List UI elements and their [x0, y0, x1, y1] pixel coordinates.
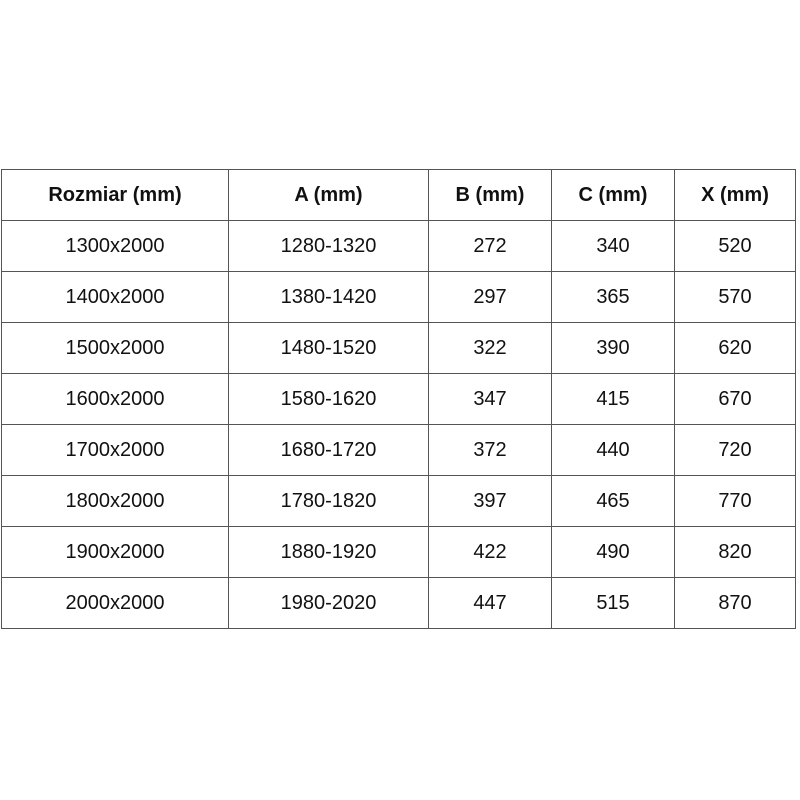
column-header: B (mm): [428, 169, 552, 221]
column-header: C (mm): [551, 169, 675, 221]
column-header: A (mm): [228, 169, 429, 221]
table-cell: 1280-1320: [228, 220, 429, 272]
dimensions-table: Rozmiar (mm) A (mm) B (mm) C (mm) X (mm) 130…: [1, 169, 796, 629]
header-row: Rozmiar (mm) A (mm) B (mm) C (mm) X (mm): [1, 169, 796, 221]
table-cell: 820: [674, 526, 796, 578]
table-cell: 770: [674, 475, 796, 527]
table-row: 1500x2000 1480-1520 322 390 620: [1, 322, 796, 374]
table-row: 1300x2000 1280-1320 272 340 520: [1, 220, 796, 272]
table-cell: 297: [428, 271, 552, 323]
table-cell: 670: [674, 373, 796, 425]
table-cell: 520: [674, 220, 796, 272]
table-cell: 870: [674, 577, 796, 629]
table-cell: 1880-1920: [228, 526, 429, 578]
table-cell: 1780-1820: [228, 475, 429, 527]
column-header: X (mm): [674, 169, 796, 221]
table-cell: 515: [551, 577, 675, 629]
table-cell: 1600x2000: [1, 373, 229, 425]
table-cell: 347: [428, 373, 552, 425]
table-cell: 1500x2000: [1, 322, 229, 374]
table-cell: 272: [428, 220, 552, 272]
table-cell: 1480-1520: [228, 322, 429, 374]
table-cell: 720: [674, 424, 796, 476]
table-cell: 372: [428, 424, 552, 476]
table-cell: 415: [551, 373, 675, 425]
table-cell: 1700x2000: [1, 424, 229, 476]
table-row: 2000x2000 1980-2020 447 515 870: [1, 577, 796, 629]
table-row: 1600x2000 1580-1620 347 415 670: [1, 373, 796, 425]
table-cell: 1680-1720: [228, 424, 429, 476]
table-cell: 397: [428, 475, 552, 527]
table-cell: 1300x2000: [1, 220, 229, 272]
table-cell: 1380-1420: [228, 271, 429, 323]
table-cell: 422: [428, 526, 552, 578]
table-cell: 365: [551, 271, 675, 323]
table-cell: 1400x2000: [1, 271, 229, 323]
table-row: 1700x2000 1680-1720 372 440 720: [1, 424, 796, 476]
table-row: 1400x2000 1380-1420 297 365 570: [1, 271, 796, 323]
table-row: 1900x2000 1880-1920 422 490 820: [1, 526, 796, 578]
column-header: Rozmiar (mm): [1, 169, 229, 221]
table-cell: 322: [428, 322, 552, 374]
table-cell: 447: [428, 577, 552, 629]
table-cell: 440: [551, 424, 675, 476]
table-cell: 1580-1620: [228, 373, 429, 425]
table-cell: 340: [551, 220, 675, 272]
table-cell: 1800x2000: [1, 475, 229, 527]
table-cell: 490: [551, 526, 675, 578]
table-cell: 1900x2000: [1, 526, 229, 578]
table-cell: 390: [551, 322, 675, 374]
table-cell: 570: [674, 271, 796, 323]
table-cell: 1980-2020: [228, 577, 429, 629]
table-cell: 2000x2000: [1, 577, 229, 629]
table-cell: 465: [551, 475, 675, 527]
table-cell: 620: [674, 322, 796, 374]
table-row: 1800x2000 1780-1820 397 465 770: [1, 475, 796, 527]
